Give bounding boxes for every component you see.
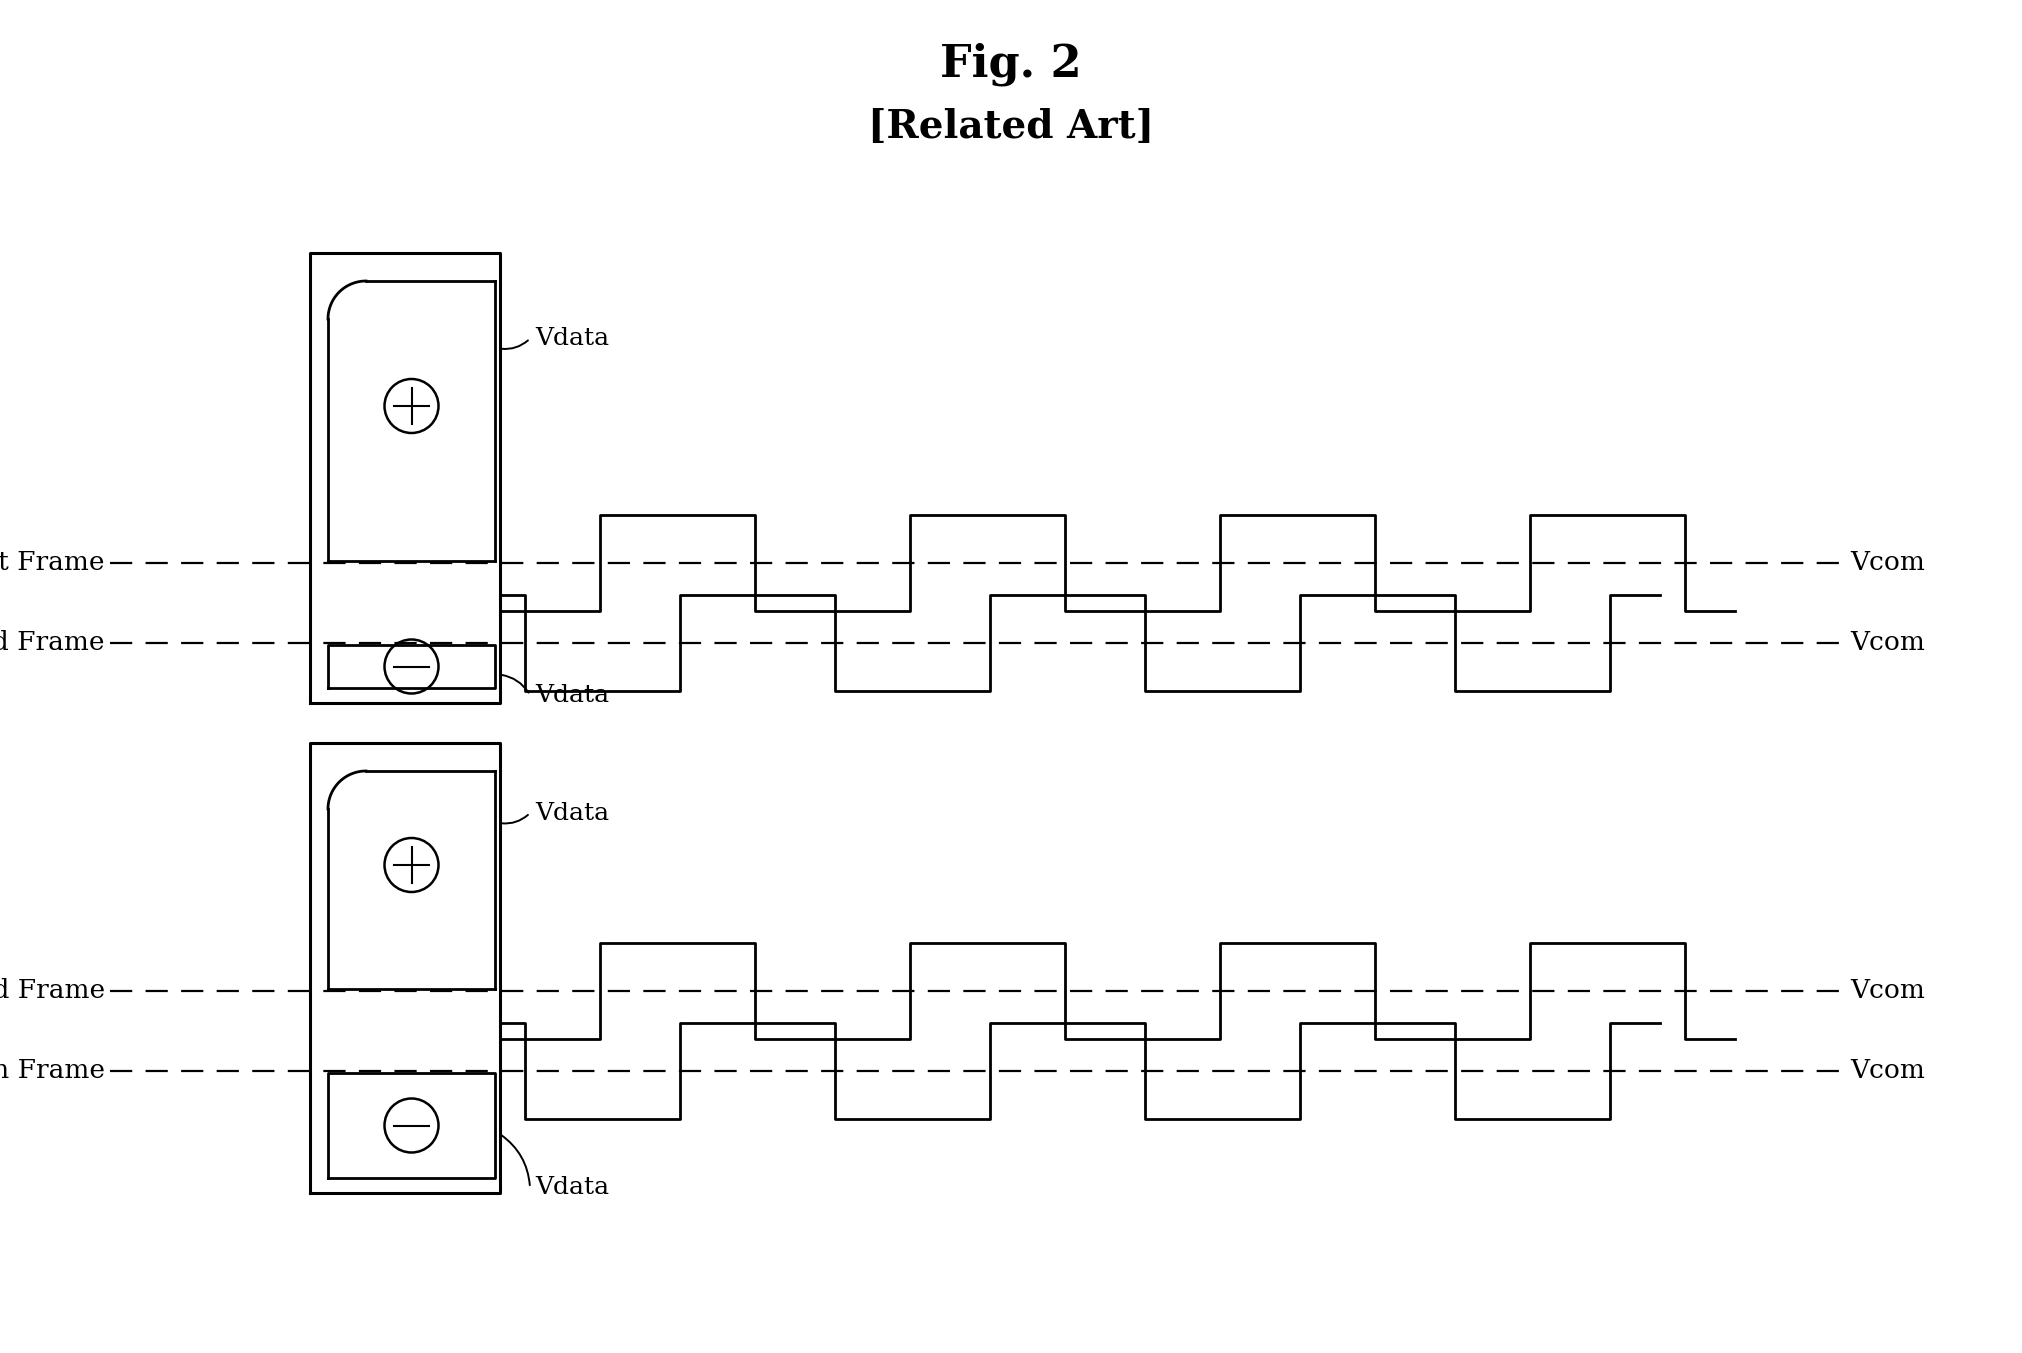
Text: 4th Frame: 4th Frame [0,1058,105,1084]
Text: 1st Frame: 1st Frame [0,551,105,575]
Text: Vcom: Vcom [1850,1058,1925,1084]
Text: Vcom: Vcom [1850,630,1925,655]
Text: Vcom: Vcom [1850,978,1925,1004]
Text: Vcom: Vcom [1850,551,1925,575]
Text: [Related Art]: [Related Art] [867,108,1155,146]
Text: 3rd Frame: 3rd Frame [0,978,105,1004]
Text: Vdata: Vdata [536,801,609,824]
Text: Vdata: Vdata [536,1177,609,1200]
Text: Vdata: Vdata [536,683,609,706]
Text: 2nd Frame: 2nd Frame [0,630,105,655]
Text: Fig. 2: Fig. 2 [940,43,1082,87]
Text: Vdata: Vdata [536,327,609,350]
